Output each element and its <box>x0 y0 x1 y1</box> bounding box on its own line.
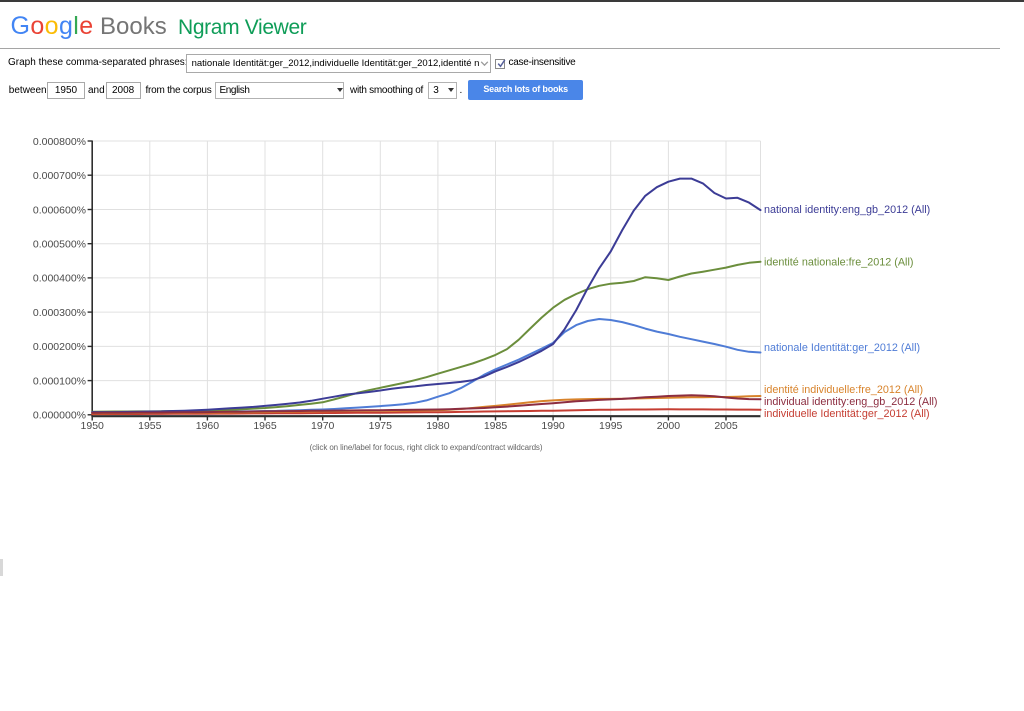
svg-text:0.000700%: 0.000700% <box>33 170 86 182</box>
svg-text:0.000500%: 0.000500% <box>33 239 86 251</box>
svg-text:0.000000%: 0.000000% <box>33 410 86 422</box>
svg-text:individuelle Identität:ger_201: individuelle Identität:ger_2012 (All) <box>764 408 930 420</box>
svg-text:national identity:eng_gb_2012: national identity:eng_gb_2012 (All) <box>764 204 930 216</box>
svg-text:0.000300%: 0.000300% <box>33 307 86 319</box>
svg-text:1970: 1970 <box>311 420 335 432</box>
svg-text:1950: 1950 <box>81 420 105 432</box>
svg-text:identité individuelle:fre_2012: identité individuelle:fre_2012 (All) <box>764 384 923 396</box>
svg-text:1995: 1995 <box>599 420 623 432</box>
svg-text:0.000100%: 0.000100% <box>33 375 86 387</box>
svg-text:1975: 1975 <box>369 420 393 432</box>
svg-text:1955: 1955 <box>138 420 162 432</box>
svg-text:1980: 1980 <box>426 420 450 432</box>
svg-text:2000: 2000 <box>657 420 681 432</box>
svg-text:0.000600%: 0.000600% <box>33 204 86 216</box>
svg-text:individual identity:eng_gb_201: individual identity:eng_gb_2012 (All) <box>764 396 937 408</box>
svg-text:0.000800%: 0.000800% <box>33 136 86 148</box>
svg-text:0.000400%: 0.000400% <box>33 273 86 285</box>
svg-text:2005: 2005 <box>714 420 738 432</box>
svg-text:1985: 1985 <box>484 420 508 432</box>
svg-text:1965: 1965 <box>253 420 277 432</box>
svg-text:nationale Identität:ger_2012 (: nationale Identität:ger_2012 (All) <box>764 342 920 354</box>
svg-text:0.000200%: 0.000200% <box>33 341 86 353</box>
svg-text:1990: 1990 <box>541 420 565 432</box>
svg-text:identité nationale:fre_2012 (A: identité nationale:fre_2012 (All) <box>764 257 913 269</box>
svg-text:(click on line/label for focus: (click on line/label for focus, right cl… <box>310 443 543 452</box>
svg-text:1960: 1960 <box>196 420 220 432</box>
